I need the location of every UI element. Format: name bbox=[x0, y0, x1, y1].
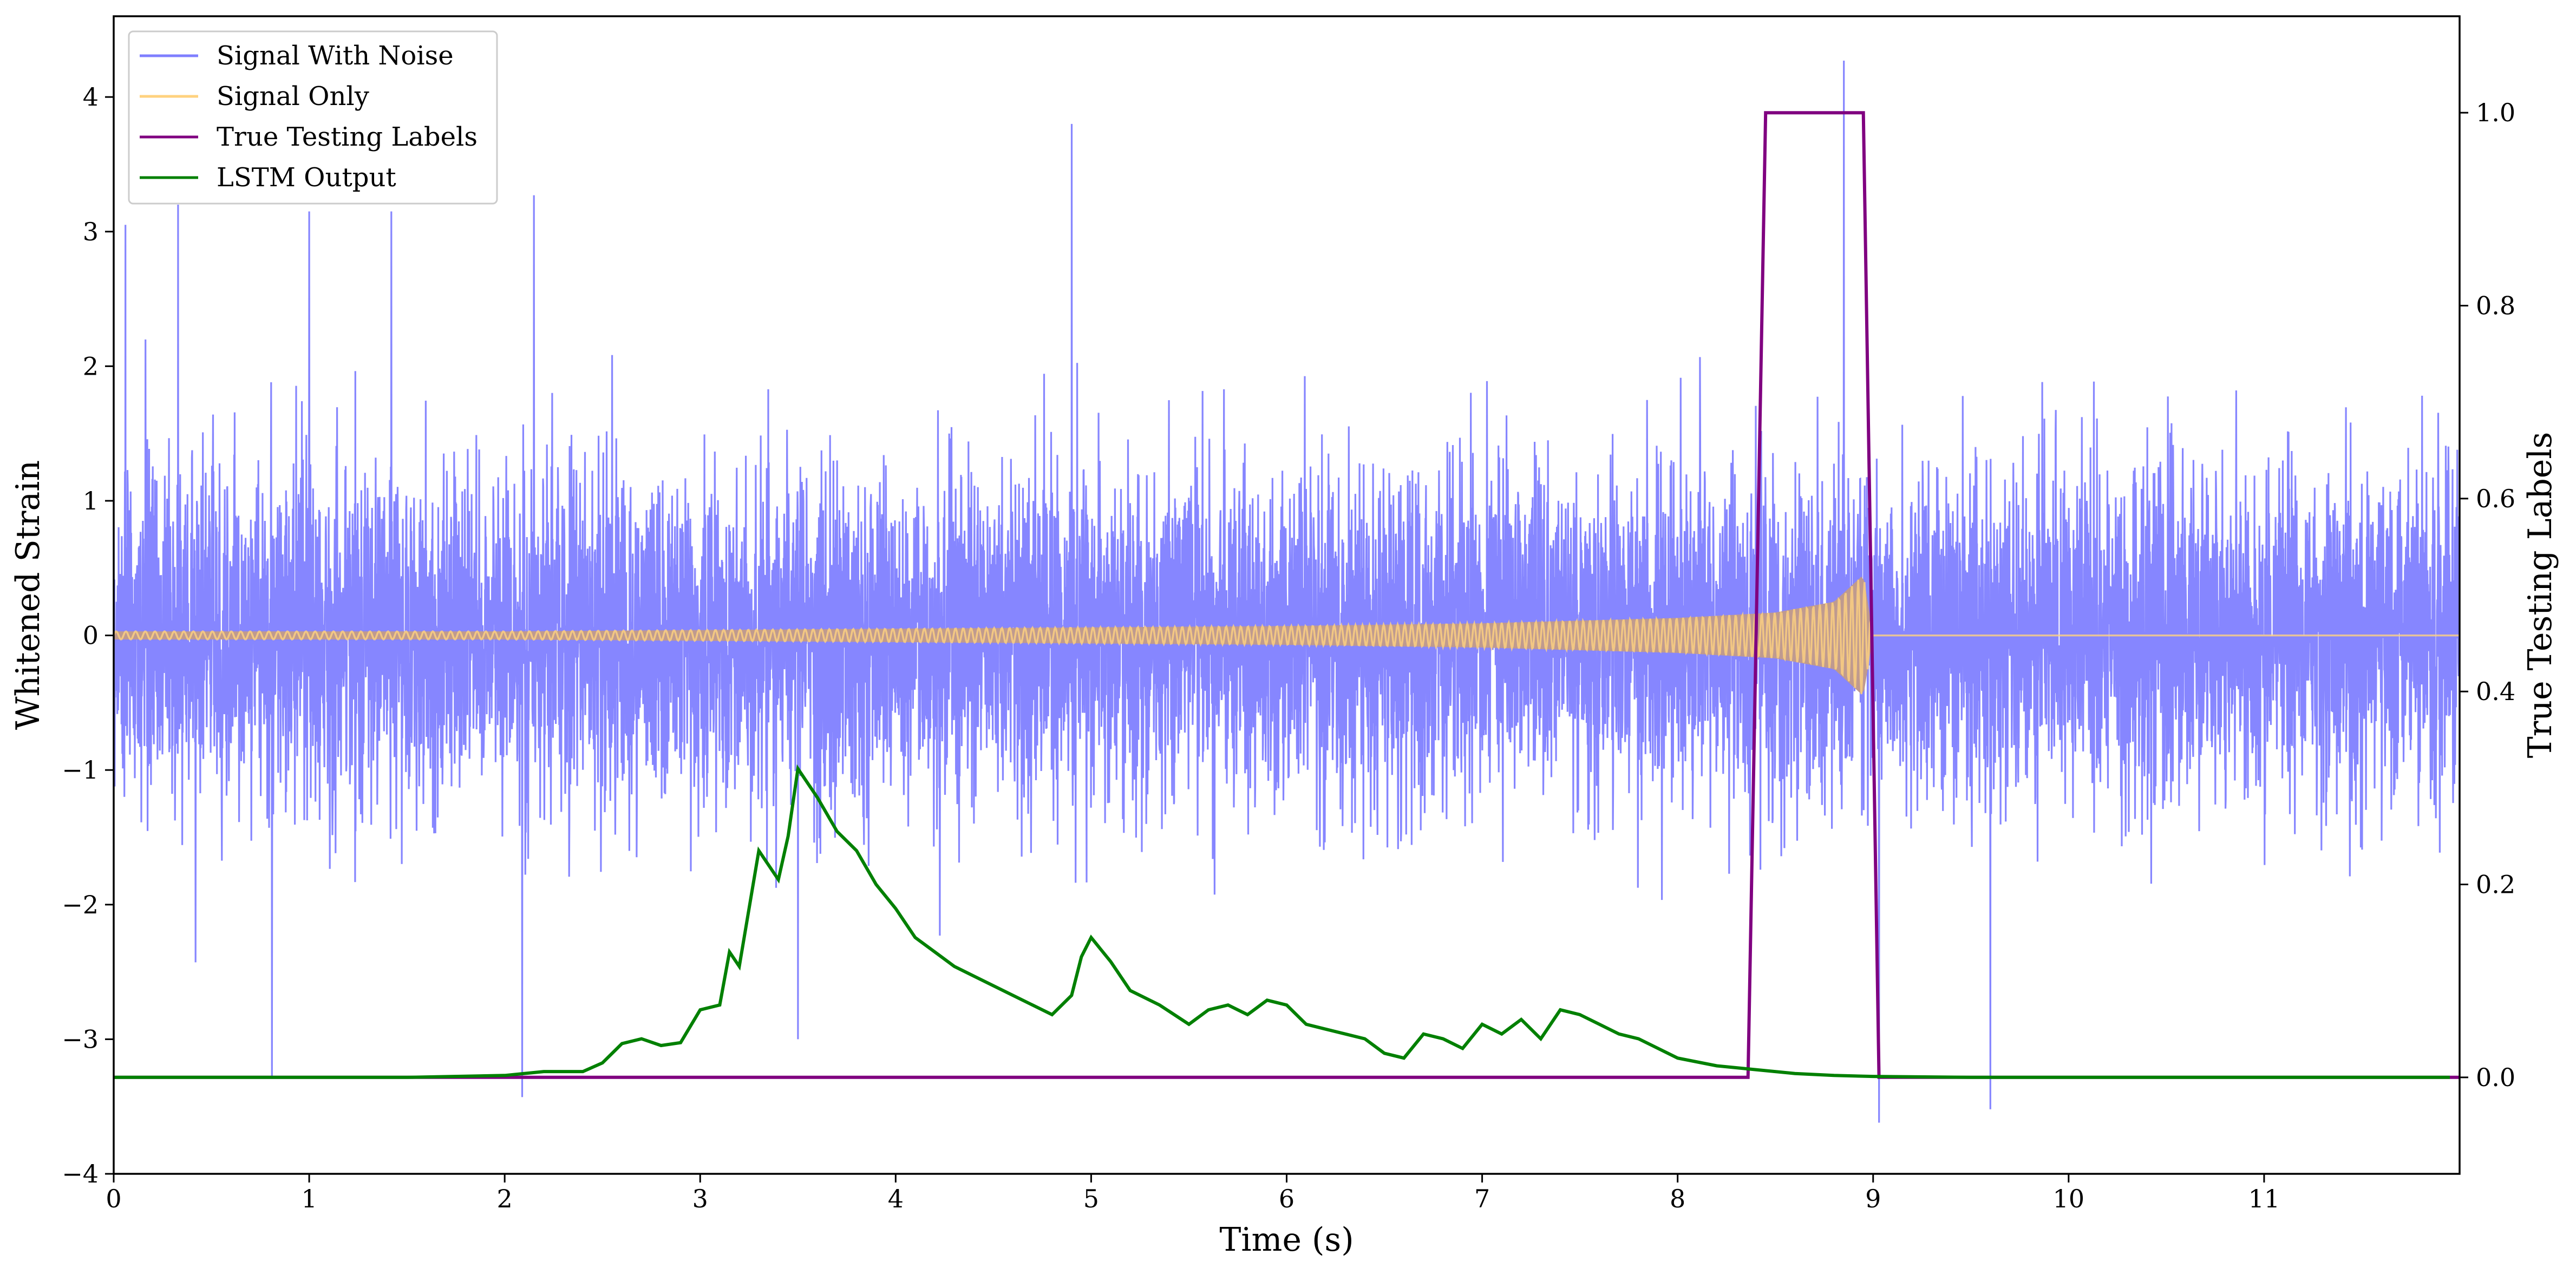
x-axis-title: Time (s) bbox=[1219, 1221, 1354, 1259]
y-tick-label: 3 bbox=[83, 217, 99, 246]
y-tick-label: −2 bbox=[62, 890, 99, 919]
y-tick-label: −4 bbox=[62, 1159, 99, 1188]
y2-tick-label: 0.4 bbox=[2476, 677, 2515, 706]
y2-tick-label: 0.8 bbox=[2476, 291, 2515, 321]
series-line-signal-only bbox=[114, 579, 2460, 695]
x-tick-label: 4 bbox=[888, 1184, 904, 1213]
x-tick-label: 3 bbox=[692, 1184, 708, 1213]
y2-tick-label: 0.0 bbox=[2476, 1063, 2515, 1092]
y-tick-label: −1 bbox=[62, 755, 99, 785]
x-tick-label: 6 bbox=[1279, 1184, 1294, 1213]
x-tick-label: 5 bbox=[1083, 1184, 1099, 1213]
y2-tick-label: 1.0 bbox=[2476, 98, 2515, 127]
y-tick-label: 0 bbox=[83, 621, 99, 650]
x-tick-label: 7 bbox=[1474, 1184, 1490, 1213]
y-axis-title: Whitened Strain bbox=[9, 460, 47, 730]
x-tick-label: 9 bbox=[1865, 1184, 1881, 1213]
y2-tick-label: 0.6 bbox=[2476, 484, 2515, 513]
legend-label-true-testing-labels: True Testing Labels bbox=[217, 122, 478, 152]
x-tick-label: 11 bbox=[2248, 1184, 2280, 1213]
plot-area bbox=[114, 60, 2460, 1123]
series-line-signal-with-noise bbox=[114, 60, 2460, 1123]
legend: Signal With Noise Signal Only True Testi… bbox=[128, 30, 498, 205]
y-tick-label: 2 bbox=[83, 351, 99, 381]
y-tick-label: −3 bbox=[62, 1024, 99, 1054]
y-tick-label: 1 bbox=[83, 486, 99, 515]
y2-tick-label: 0.2 bbox=[2476, 870, 2515, 899]
axes: 0 1 2 3 4 5 6 7 8 9 10 11 −4 −3 −2 −1 0 1 2 3 4 0.0 0.2 0.4 0.6 0… bbox=[62, 15, 2515, 1213]
x-tick-label: 8 bbox=[1670, 1184, 1685, 1213]
series-line-lstm-output bbox=[114, 764, 2450, 1079]
y2-axis-title: True Testing Labels bbox=[2521, 432, 2559, 759]
x-tick-label: 2 bbox=[497, 1184, 513, 1213]
x-tick-label: 10 bbox=[2053, 1184, 2085, 1213]
x-tick-label: 1 bbox=[301, 1184, 317, 1213]
legend-label-signal-with-noise: Signal With Noise bbox=[217, 41, 454, 71]
legend-label-lstm-output: LSTM Output bbox=[217, 162, 396, 193]
legend-box bbox=[128, 30, 498, 205]
legend-label-signal-only: Signal Only bbox=[217, 81, 369, 112]
x-tick-label: 0 bbox=[106, 1184, 121, 1213]
y-tick-label: 4 bbox=[83, 82, 99, 112]
